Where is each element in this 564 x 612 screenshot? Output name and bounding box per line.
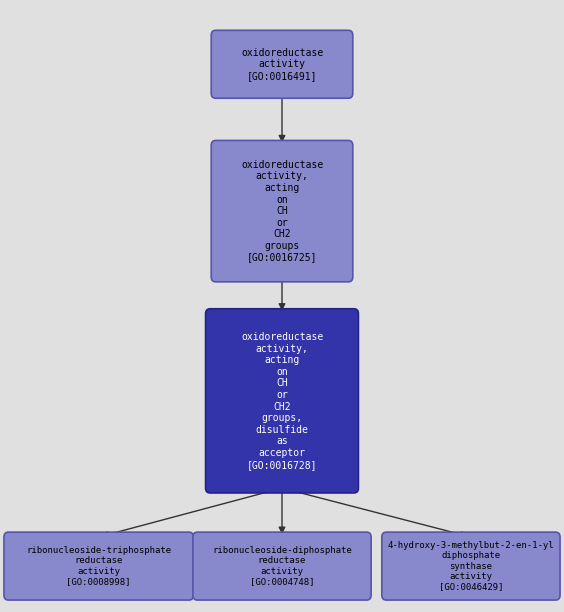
FancyBboxPatch shape: [205, 308, 359, 493]
Text: 4-hydroxy-3-methylbut-2-en-1-yl
diphosphate
synthase
activity
[GO:0046429]: 4-hydroxy-3-methylbut-2-en-1-yl diphosph…: [387, 541, 554, 591]
Text: ribonucleoside-triphosphate
reductase
activity
[GO:0008998]: ribonucleoside-triphosphate reductase ac…: [26, 546, 171, 586]
Text: ribonucleoside-diphosphate
reductase
activity
[GO:0004748]: ribonucleoside-diphosphate reductase act…: [212, 546, 352, 586]
FancyBboxPatch shape: [382, 532, 560, 600]
FancyBboxPatch shape: [4, 532, 193, 600]
Text: oxidoreductase
activity,
acting
on
CH
or
CH2
groups,
disulfide
as
acceptor
[GO:0: oxidoreductase activity, acting on CH or…: [241, 332, 323, 469]
Text: oxidoreductase
activity
[GO:0016491]: oxidoreductase activity [GO:0016491]: [241, 48, 323, 81]
FancyBboxPatch shape: [211, 30, 353, 98]
FancyBboxPatch shape: [193, 532, 371, 600]
FancyBboxPatch shape: [211, 141, 353, 282]
Text: oxidoreductase
activity,
acting
on
CH
or
CH2
groups
[GO:0016725]: oxidoreductase activity, acting on CH or…: [241, 160, 323, 263]
